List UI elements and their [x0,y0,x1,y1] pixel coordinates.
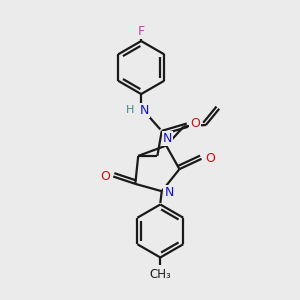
Text: O: O [205,152,215,165]
Text: N: N [164,186,174,199]
Text: CH₃: CH₃ [149,268,171,281]
Text: H: H [126,105,135,115]
Text: O: O [190,117,200,130]
Text: F: F [138,25,145,38]
Text: N: N [140,104,149,117]
Text: N: N [163,132,172,145]
Text: O: O [100,170,110,183]
